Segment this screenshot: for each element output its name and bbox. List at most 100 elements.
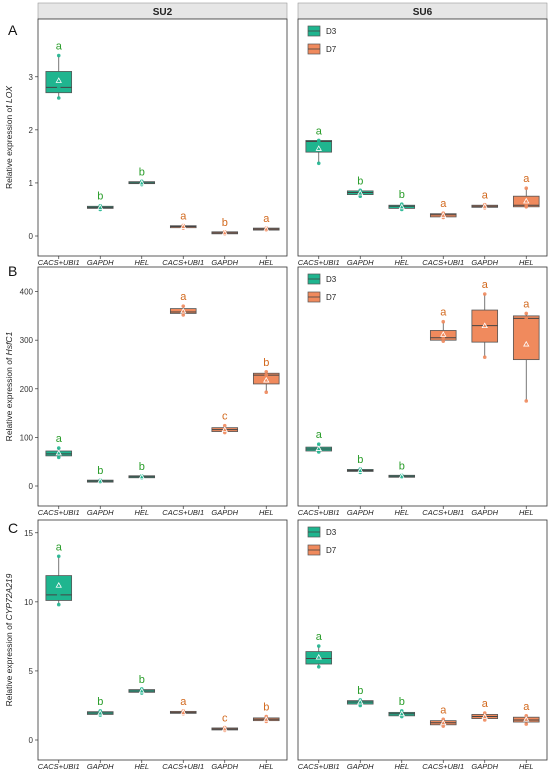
panel-frame <box>297 519 548 761</box>
data-point <box>524 722 529 726</box>
panel-c-su6: a CACS+UBI1 b GAPDH b HEL a CACS+UBI1 a GAPDH a HEL… <box>297 519 548 769</box>
data-point <box>524 399 529 403</box>
box-cacs-ubi1-d3: a <box>305 429 333 454</box>
panel-tag-c: C <box>8 520 18 536</box>
data-point <box>482 355 487 359</box>
data-point <box>524 203 529 208</box>
mean-marker <box>263 376 270 383</box>
data-point <box>441 717 446 722</box>
mean-marker <box>97 204 104 210</box>
significance-letter: a <box>316 125 323 137</box>
y-axis-label: Relative expression of LOX <box>4 86 14 189</box>
legend-label-d3: D3 <box>326 528 337 537</box>
mean-marker <box>523 716 530 722</box>
significance-letter: b <box>139 674 145 686</box>
category-label: HEL <box>259 508 274 517</box>
y-tick-label: 0 <box>29 482 34 491</box>
category-label: GAPDH <box>471 258 498 267</box>
y-tick-label: 10 <box>24 598 33 607</box>
panel-frame <box>37 519 288 761</box>
category-label: HEL <box>519 508 534 517</box>
significance-letter: a <box>482 279 489 291</box>
significance-letter: a <box>523 173 530 185</box>
data-point <box>56 554 61 559</box>
mean-marker <box>315 653 322 660</box>
significance-letter: b <box>222 217 228 229</box>
box-hel-d7: a <box>512 298 540 403</box>
y-tick-label: 15 <box>24 529 33 538</box>
data-point <box>441 319 446 324</box>
category-label: CACS+UBI1 <box>38 508 80 517</box>
category-label: GAPDH <box>87 258 114 267</box>
mean-marker <box>221 426 228 433</box>
mean-marker <box>315 145 322 151</box>
box-hel-d7: b <box>252 702 280 724</box>
category-label: GAPDH <box>347 258 374 267</box>
significance-letter: a <box>316 631 323 643</box>
significance-letter: a <box>56 41 63 53</box>
y-axis-label-prefix: Relative expression of <box>4 103 14 189</box>
mean-marker <box>523 340 530 347</box>
box-cacs-ubi1-d3: a <box>45 41 73 100</box>
y-axis-label-prefix: Relative expression of <box>4 620 14 706</box>
box-hel-d3: b <box>388 696 416 719</box>
category-label: CACS+UBI1 <box>422 762 464 769</box>
y-axis-label-gene: CYP72A219 <box>4 573 14 620</box>
data-point <box>56 53 61 58</box>
mean-marker <box>263 225 270 232</box>
box-hel-d3: b <box>128 166 156 187</box>
significance-letter: b <box>399 696 405 708</box>
mean-marker <box>138 179 145 186</box>
category-label: HEL <box>394 258 409 267</box>
mean-marker <box>440 331 447 337</box>
panel-tag-a: A <box>8 22 18 38</box>
box-gapdh-d3: b <box>346 175 374 198</box>
mean-marker <box>138 687 145 694</box>
category-label: GAPDH <box>471 762 498 769</box>
y-tick-label: 200 <box>20 385 34 394</box>
category-label: CACS+UBI1 <box>38 762 80 769</box>
category-label: CACS+UBI1 <box>162 762 204 769</box>
mean-marker <box>97 709 104 716</box>
legend-label-d7: D7 <box>326 546 337 555</box>
y-axis-label: Relative expression of CYP72A219 <box>4 573 14 706</box>
y-axis-label-gene: LOX <box>4 86 14 103</box>
significance-letter: a <box>56 433 63 445</box>
box-cacs-ubi1-d7: a <box>429 704 457 728</box>
category-label: CACS+UBI1 <box>298 508 340 517</box>
mean-marker <box>221 725 228 732</box>
mean-marker <box>398 710 405 717</box>
mean-marker <box>180 307 187 314</box>
category-label: HEL <box>394 762 409 769</box>
panel-frame <box>297 18 548 257</box>
significance-letter: b <box>263 702 269 714</box>
mean-marker <box>180 709 187 715</box>
panel-c-su2: a CACS+UBI1 b GAPDH b HEL a CACS+UBI1 c GAPDH b HEL <box>37 519 288 769</box>
panel-frame <box>37 266 288 507</box>
mean-marker <box>398 473 405 479</box>
y-tick-label: 1 <box>29 179 34 188</box>
y-axis-label-gene: HsfC1 <box>4 331 14 355</box>
category-label: CACS+UBI1 <box>298 762 340 769</box>
data-point <box>181 304 186 308</box>
box-body <box>45 71 73 94</box>
mean-marker <box>481 713 488 719</box>
legend-label-d7: D7 <box>326 293 337 302</box>
data-point <box>441 335 446 340</box>
category-label: GAPDH <box>347 508 374 517</box>
mean-marker <box>481 203 488 209</box>
box-cacs-ubi1-d7: a <box>169 291 197 317</box>
legend: D3 D7 <box>307 526 337 556</box>
category-label: GAPDH <box>87 508 114 517</box>
y-tick-label: 300 <box>20 336 34 345</box>
mean-marker <box>523 197 530 204</box>
significance-letter: a <box>56 541 63 553</box>
data-point <box>482 292 487 296</box>
box-gapdh-d3: b <box>86 696 114 717</box>
y-tick-label: 2 <box>29 126 34 135</box>
category-label: GAPDH <box>347 762 374 769</box>
significance-letter: a <box>482 698 489 710</box>
data-point <box>316 161 321 166</box>
box-hel-d3: b <box>128 461 156 480</box>
